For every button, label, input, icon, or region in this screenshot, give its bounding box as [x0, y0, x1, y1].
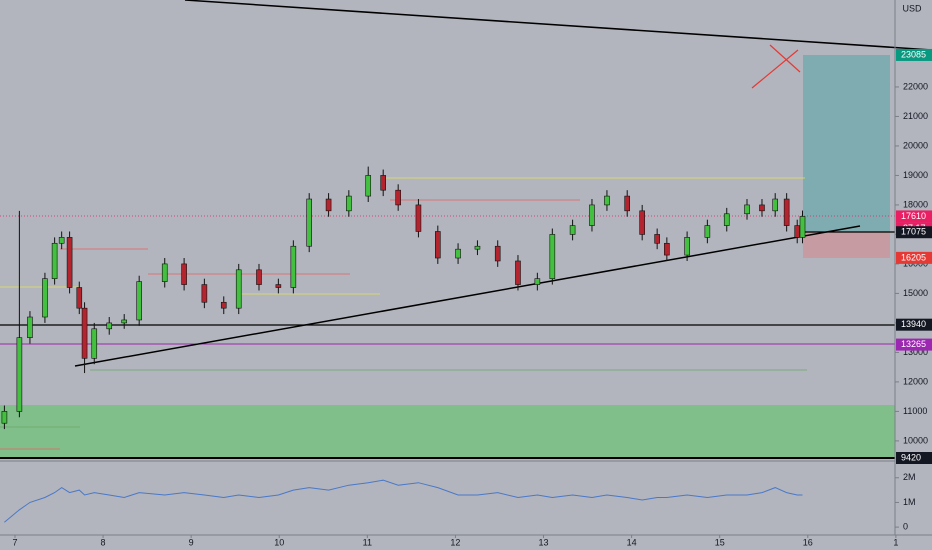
- candle-body: [455, 248, 461, 259]
- candle-body: [66, 237, 73, 288]
- x-tick-label: 12: [450, 537, 460, 547]
- x-tick-label: 10: [274, 537, 284, 547]
- candle-body: [121, 319, 128, 324]
- candle-body: [604, 195, 610, 206]
- price-label: 13940: [901, 319, 926, 329]
- candle-body: [106, 322, 113, 330]
- candle-body: [380, 175, 386, 191]
- price-label-box: [896, 48, 932, 61]
- candle-body: [783, 198, 790, 226]
- candle-body: [664, 242, 670, 256]
- target-box: [803, 55, 890, 232]
- x-tick-label: 15: [715, 537, 725, 547]
- price-label-box: [896, 226, 932, 239]
- candle-body: [569, 225, 576, 235]
- candle-body: [794, 225, 801, 238]
- candle-body: [624, 195, 631, 212]
- price-label-box: [896, 338, 932, 351]
- candle-body: [91, 328, 98, 359]
- candle-body: [723, 213, 730, 226]
- trend-line: [74, 225, 861, 367]
- y-tick-label: 13000: [903, 347, 928, 357]
- candle-body: [181, 263, 187, 285]
- demand-zone: [0, 405, 895, 458]
- candle-body: [220, 301, 227, 309]
- candle-body: [161, 263, 168, 282]
- candle-body: [275, 284, 282, 288]
- x-tick-label: 13: [539, 537, 549, 547]
- x-tick-label: 9: [189, 537, 194, 547]
- candle-body: [81, 307, 88, 359]
- candle-body: [589, 204, 595, 226]
- candle-body: [744, 204, 750, 215]
- candle-body: [654, 234, 660, 244]
- price-label: 17075: [901, 227, 926, 237]
- candle-body: [325, 198, 332, 212]
- candle-body: [201, 284, 208, 303]
- price-label-box: [896, 318, 932, 331]
- candle-body: [435, 231, 441, 259]
- candle-body: [395, 189, 401, 206]
- price-label-box: [896, 251, 932, 264]
- price-label: 23085: [901, 49, 926, 59]
- candle-body: [704, 225, 711, 238]
- volume-tick-label: 1M: [903, 497, 916, 507]
- candle-body: [290, 245, 297, 288]
- price-label: 16205: [901, 252, 926, 262]
- candle-body: [58, 237, 65, 244]
- candle-body: [759, 204, 765, 212]
- volume-tick-label: 0: [903, 521, 908, 531]
- y-tick-label: 15000: [903, 288, 928, 298]
- price-label-box: [896, 210, 932, 223]
- y-tick-label: 20000: [903, 140, 928, 150]
- y-tick-label: 18000: [903, 199, 928, 209]
- candle-body: [346, 195, 352, 212]
- price-label: 13265: [901, 339, 926, 349]
- x-tick-label: 8: [101, 537, 106, 547]
- candle-body: [799, 216, 806, 238]
- y-tick-label: 11000: [903, 406, 927, 416]
- x-tick-label: 14: [627, 537, 637, 547]
- trend-line: [184, 0, 932, 51]
- candle-body: [494, 245, 501, 262]
- candle-body: [474, 245, 481, 250]
- candle-body: [76, 287, 83, 309]
- candle-body: [27, 316, 33, 338]
- y-tick-label: 10000: [903, 435, 928, 445]
- candle-body: [415, 204, 422, 232]
- candle-body: [1, 411, 8, 424]
- y-tick-label: 19000: [903, 170, 928, 180]
- x-tick-label: 11: [363, 537, 372, 547]
- candle-body: [549, 234, 556, 279]
- candle-body: [51, 242, 58, 279]
- x-tick-label: 1: [893, 537, 898, 547]
- candle-body: [235, 269, 242, 309]
- currency-label: USD: [902, 3, 922, 13]
- candle-body: [42, 278, 48, 318]
- candle-body: [306, 198, 312, 247]
- candle-body: [16, 337, 23, 412]
- price-label: 9420: [901, 452, 921, 462]
- y-tick-label: 21000: [903, 111, 928, 121]
- price-label: 17610: [901, 211, 926, 221]
- y-tick-label: 22000: [903, 81, 928, 91]
- candle-body: [639, 210, 645, 235]
- candle-body: [772, 198, 778, 212]
- candle-body: [256, 269, 262, 285]
- x-tick-label: 7: [12, 537, 17, 547]
- y-tick-label: 12000: [903, 376, 928, 386]
- candle-body: [684, 237, 690, 256]
- cross-mark: [751, 44, 801, 89]
- candle-body: [534, 278, 541, 285]
- stop-box: [803, 232, 890, 258]
- volume-line: [4, 479, 803, 523]
- candle-body: [136, 281, 142, 321]
- price-label-box: [896, 452, 932, 464]
- candle-body: [365, 175, 372, 197]
- volume-tick-label: 2M: [903, 472, 916, 482]
- x-tick-label: 16: [803, 537, 813, 547]
- candle-body: [515, 260, 521, 285]
